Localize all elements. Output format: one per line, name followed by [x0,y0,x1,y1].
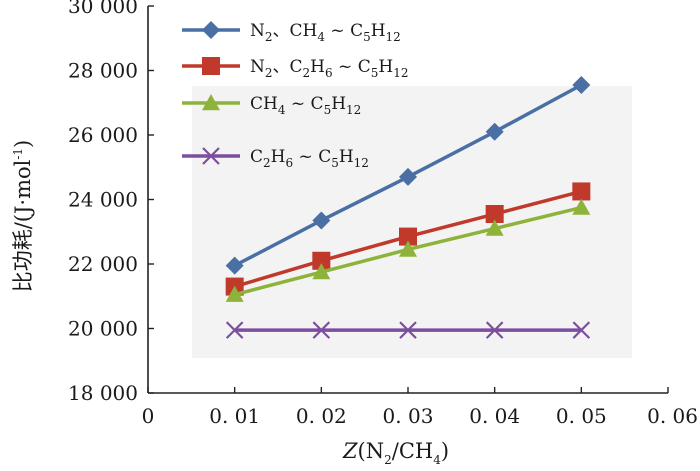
y-tick-label: 18 000 [68,381,138,405]
plot-background [192,86,632,358]
data-point [312,211,331,230]
data-point [399,240,417,257]
data-point [312,263,331,280]
x-axis-title: Z(N2/CH4) [342,439,449,467]
data-point [485,321,504,339]
x-tick-label: 0. 06 [647,404,698,428]
legend-label: N2、CH4 ~ C5H12 [250,21,401,44]
data-point [485,205,504,224]
x-tick-label: 0. 01 [209,404,260,428]
y-tick-label: 22 000 [68,252,138,276]
data-point [572,321,591,339]
data-point [225,256,244,275]
data-point [225,321,244,339]
y-tick-label: 24 000 [68,188,138,212]
data-point [399,167,417,186]
data-point [485,122,504,141]
data-point [572,182,591,201]
series-2 [225,182,591,296]
tick-labels: 18 000 20 000 22 000 24 000 26 000 28 000 30 0… [68,0,698,428]
legend-item-2: N2、C2H6 ~ C5H12 [182,57,408,80]
legend-label: CH4 ~ C5H12 [250,94,361,117]
legend-label: C2H6 ~ C5H12 [250,147,369,170]
data-point [225,285,244,302]
data-point [202,147,220,165]
y-tick-label: 30 000 [68,0,138,18]
data-point [572,76,591,95]
y-axis-title: 比功耗/(J·mol-1) [11,140,35,293]
data-point [312,251,331,270]
data-point [202,94,220,111]
series-3 [225,198,591,302]
axes [147,5,669,394]
data-point [312,321,331,339]
legend-item-3: CH4 ~ C5H12 [182,94,361,117]
data-point [399,321,417,339]
legend-item-1: N2、CH4 ~ C5H12 [182,21,401,44]
y-tick-label: 20 000 [68,317,138,341]
x-tick-label: 0. 05 [556,404,607,428]
data-point [572,198,591,215]
x-tick-label: 0. 04 [469,404,520,428]
y-tick-label: 28 000 [68,59,138,83]
x-tick-label: 0. 02 [296,404,347,428]
data-point [202,57,220,75]
data-point [485,219,504,236]
y-tick-label: 26 000 [68,123,138,147]
legend-label: N2、C2H6 ~ C5H12 [250,57,408,80]
legend: N2、CH4 ~ C5H12 N2、C2H6 ~ C5H12 CH4 ~ C5H12… [182,21,408,170]
series-4 [225,321,591,339]
x-tick-label: 0 [142,404,155,428]
x-tick-label: 0. 03 [383,404,434,428]
legend-item-4: C2H6 ~ C5H12 [182,147,369,170]
series-1 [225,76,591,275]
series-group [225,76,591,339]
data-point [202,21,220,39]
data-point [399,227,417,246]
